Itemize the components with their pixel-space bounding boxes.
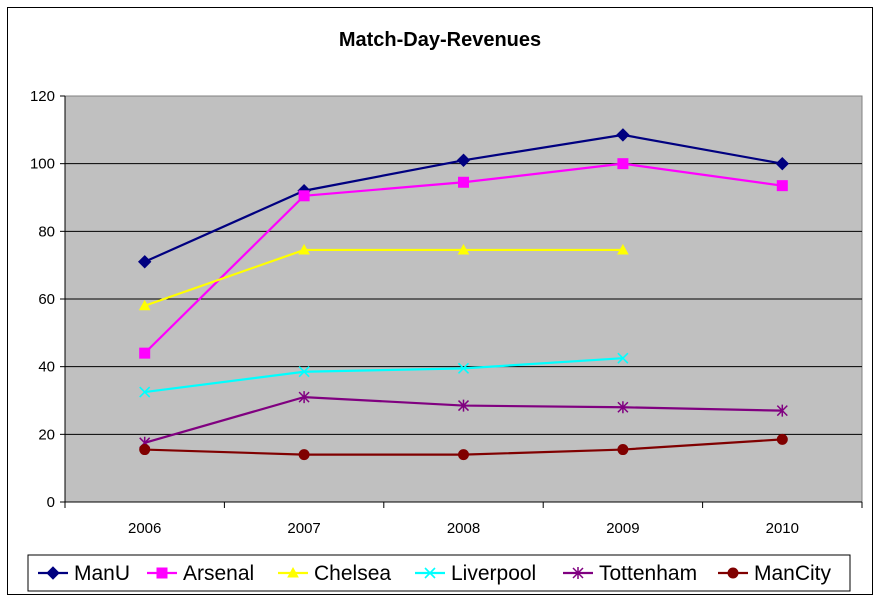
legend-label: ManU [74, 562, 130, 585]
legend-marker [156, 567, 168, 579]
data-point [458, 176, 469, 188]
data-point [776, 180, 788, 192]
y-tick-label: 80 [38, 223, 55, 240]
data-point [775, 156, 790, 171]
legend-item-tottenham: Tottenham [563, 562, 697, 585]
legend-marker [46, 566, 60, 580]
x-tick-label: 2009 [606, 520, 639, 537]
x-tick-label: 2008 [447, 520, 480, 537]
data-point [298, 366, 310, 378]
legend-item-mancity: ManCity [718, 562, 832, 585]
data-point [616, 128, 630, 142]
data-point [617, 352, 629, 364]
legend-label: ManCity [754, 562, 832, 585]
data-point [298, 243, 310, 255]
series-line [144, 357, 623, 394]
data-point [457, 243, 470, 255]
legend-label: Arsenal [183, 562, 254, 585]
series-group [137, 128, 790, 461]
data-point [138, 299, 151, 311]
legend-label: Liverpool [451, 562, 536, 585]
series-chelsea [138, 243, 629, 311]
data-point [617, 158, 629, 170]
data-point [458, 449, 469, 461]
legend-label: Tottenham [599, 562, 697, 585]
legend-marker [572, 567, 584, 579]
data-point [776, 404, 788, 417]
chart-title: Match-Day-Revenues [339, 29, 541, 51]
series-liverpool [139, 352, 629, 398]
y-tick-label: 0 [47, 494, 55, 511]
series-line [144, 248, 623, 307]
data-point [139, 444, 151, 456]
data-point [457, 399, 470, 412]
legend-item-manu: ManU [38, 562, 130, 585]
legend-item-arsenal: Arsenal [147, 562, 254, 585]
legend-marker [424, 567, 436, 579]
data-point [298, 449, 310, 461]
data-point [456, 153, 471, 167]
series-tottenham [139, 391, 788, 449]
x-tick-label: 2006 [128, 520, 161, 537]
series-arsenal [139, 158, 788, 359]
y-tick-label: 120 [30, 88, 55, 105]
data-point [139, 347, 151, 359]
data-point [457, 362, 470, 374]
legend-marker [287, 566, 299, 578]
y-tick-label: 60 [38, 291, 55, 308]
legend: ManU Arsenal Chelsea Liverpool Tottenham ManC… [27, 554, 851, 592]
legend-item-liverpool: Liverpool [415, 562, 536, 585]
x-tick-label: 2007 [287, 520, 320, 537]
legend-item-chelsea: Chelsea [278, 562, 391, 585]
data-point [776, 433, 788, 445]
x-tick-label: 2010 [766, 520, 799, 537]
data-point [139, 386, 151, 398]
y-tick-label: 20 [38, 426, 55, 443]
data-point [137, 255, 152, 269]
legend-marker [727, 567, 739, 579]
data-point [617, 444, 629, 456]
data-point [617, 243, 629, 255]
y-tick-label: 100 [30, 156, 55, 173]
y-tick-label: 40 [38, 359, 55, 376]
legend-label: Chelsea [314, 562, 391, 585]
data-point [298, 190, 310, 202]
data-point [617, 401, 629, 414]
series-mancity [139, 433, 788, 461]
data-point [298, 391, 310, 404]
